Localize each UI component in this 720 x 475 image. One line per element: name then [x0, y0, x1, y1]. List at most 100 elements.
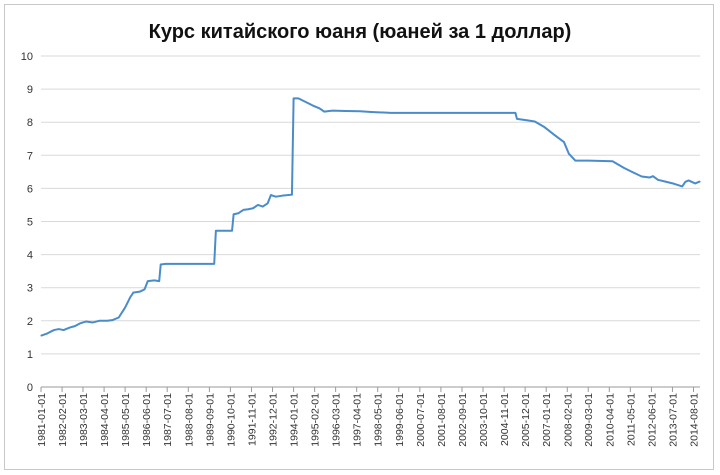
x-tick-label: 1983-03-01 — [78, 393, 90, 447]
x-tick-label: 1987-07-01 — [162, 393, 174, 447]
x-tick-label: 2007-01-01 — [541, 393, 553, 447]
x-tick-label: 2003-10-01 — [478, 393, 490, 447]
x-tick-label: 2008-02-01 — [562, 393, 574, 447]
x-axis-tick-labels: 1981-01-01 1982-02-01 1983-03-01 1984-04-01… — [36, 393, 701, 447]
data-point — [526, 119, 528, 121]
data-point — [106, 320, 108, 322]
data-point — [293, 97, 295, 99]
data-point — [153, 279, 155, 282]
y-tick-label: 10 — [21, 51, 33, 63]
y-tick-label: 9 — [27, 84, 33, 96]
x-tick-label: 2014-08-01 — [689, 393, 701, 447]
x-tick-label: 2009-03-01 — [583, 393, 595, 447]
chart-frame — [4, 4, 714, 470]
data-point — [652, 175, 654, 177]
data-point — [270, 194, 272, 196]
data-point — [262, 206, 264, 208]
data-point — [649, 176, 651, 179]
y-tick-label: 1 — [27, 349, 33, 361]
data-point — [331, 110, 334, 112]
chart-title: Курс китайского юаня (юаней за 1 доллар) — [149, 21, 572, 43]
x-tick-label: 1981-01-01 — [36, 393, 48, 447]
data-point — [390, 112, 392, 114]
data-point — [92, 321, 94, 324]
x-tick-label: 2011-05-01 — [625, 393, 637, 446]
data-point — [587, 160, 589, 162]
data-point — [79, 322, 81, 325]
y-tick-label: 0 — [27, 382, 33, 394]
x-tick-label: 2010-04-01 — [604, 393, 616, 447]
x-tick-label: 1985-05-01 — [120, 393, 132, 447]
data-point — [318, 107, 320, 109]
data-point — [233, 213, 235, 215]
x-tick-label: 2005-12-01 — [520, 393, 532, 447]
data-point — [631, 171, 633, 173]
data-point — [62, 329, 65, 331]
x-tick-label: 2012-06-01 — [646, 393, 658, 447]
data-point — [563, 141, 565, 143]
x-tick-label: 1989-09-01 — [204, 393, 216, 447]
data-point — [231, 230, 233, 232]
data-point — [275, 196, 277, 198]
data-point — [543, 126, 546, 128]
y-tick-label: 6 — [27, 183, 33, 195]
data-point — [53, 329, 55, 331]
data-point — [665, 181, 667, 183]
series-line-1 — [40, 97, 701, 337]
data-point — [553, 134, 555, 136]
x-tick-label: 1992-12-01 — [268, 393, 280, 447]
data-point — [46, 332, 48, 334]
x-tick-label: 1999-06-01 — [394, 393, 406, 447]
data-point — [129, 297, 131, 299]
y-tick-label: 8 — [27, 117, 33, 129]
data-point — [657, 179, 659, 181]
x-tick-label: 2002-09-01 — [457, 393, 469, 447]
data-point — [118, 316, 120, 319]
data-point — [58, 328, 60, 330]
data-point — [681, 185, 683, 188]
data-point — [147, 280, 149, 282]
data-point — [257, 204, 259, 206]
y-tick-label: 2 — [27, 316, 33, 328]
data-point — [237, 212, 240, 214]
data-point — [158, 280, 160, 282]
data-point — [139, 291, 141, 293]
x-tick-label: 1986-06-01 — [141, 393, 153, 447]
data-point — [143, 288, 146, 290]
data-point — [514, 112, 516, 114]
data-point — [215, 230, 217, 232]
data-point — [611, 160, 614, 162]
gridlines — [41, 55, 700, 355]
data-point — [359, 110, 361, 112]
data-point — [281, 195, 283, 197]
data-point — [323, 111, 325, 113]
x-tick-label: 2013-07-01 — [667, 393, 679, 447]
data-point — [574, 160, 576, 162]
data-point — [132, 292, 134, 294]
data-point — [344, 110, 347, 112]
x-tick-label: 1997-04-01 — [352, 393, 364, 447]
data-point — [688, 179, 690, 182]
x-tick-label: 2000-07-01 — [415, 393, 427, 447]
data-point — [247, 208, 249, 210]
data-point — [242, 209, 244, 211]
data-point — [641, 175, 643, 178]
data-point — [694, 182, 696, 185]
data-point — [160, 263, 162, 266]
data-point — [74, 325, 76, 327]
x-tick-label: 1982-02-01 — [57, 393, 69, 447]
data-point — [111, 319, 113, 321]
data-point — [312, 105, 314, 107]
data-point — [467, 112, 470, 114]
data-point — [40, 335, 42, 337]
data-point — [69, 326, 71, 329]
x-tick-label: 1994-01-01 — [289, 393, 301, 447]
data-point — [165, 263, 167, 265]
data-point — [252, 207, 254, 209]
x-tick-label: 1998-05-01 — [373, 393, 385, 447]
x-tick-label: 1990-10-01 — [225, 393, 237, 447]
x-tick-label: 1991-11-01 — [246, 393, 258, 446]
data-point — [98, 320, 100, 322]
data-point — [267, 202, 269, 204]
